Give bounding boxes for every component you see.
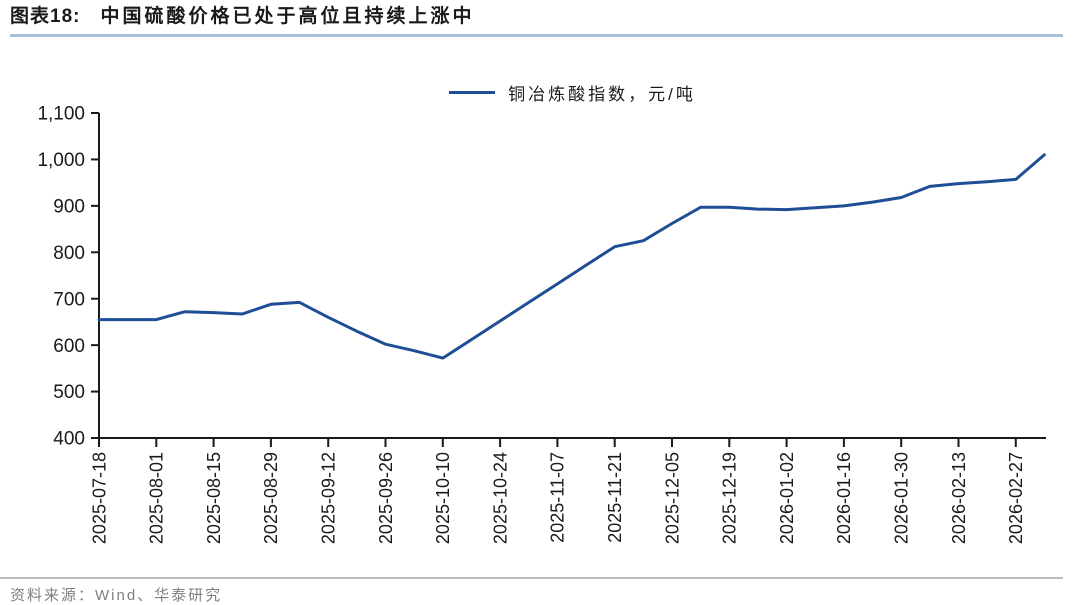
- y-tick-label: 800: [53, 243, 85, 264]
- y-tick-label: 400: [53, 429, 85, 450]
- x-tick-label: 2026-01-30: [892, 452, 912, 544]
- x-tick-label: 2025-10-24: [490, 452, 510, 544]
- y-tick-label: 1,000: [37, 150, 85, 171]
- y-tick-label: 1,100: [37, 104, 85, 125]
- x-tick-label: 2025-08-15: [204, 452, 224, 544]
- x-tick-label: 2025-12-05: [662, 452, 682, 544]
- page-title: 中国硫酸价格已处于高位且持续上涨中: [100, 6, 475, 27]
- y-tick-label: 600: [53, 336, 85, 357]
- chart-legend: 铜冶炼酸指数，元/吨: [99, 80, 1046, 104]
- x-tick-label: 2025-10-10: [433, 452, 453, 544]
- x-tick-label: 2025-12-19: [720, 452, 740, 544]
- footer-divider: [0, 577, 1063, 579]
- legend-line-swatch: [449, 90, 496, 94]
- x-tick-label: 2025-09-26: [376, 452, 396, 544]
- x-tick-label: 2026-01-02: [777, 452, 797, 544]
- x-tick-label: 2025-07-18: [89, 452, 109, 544]
- x-tick-label: 2026-02-13: [949, 452, 969, 544]
- x-tick-label: 2026-02-27: [1006, 452, 1026, 544]
- source-note: 资料来源：Wind、华泰研究: [10, 587, 223, 604]
- y-tick-label: 700: [53, 289, 85, 310]
- legend-label: 铜冶炼酸指数，元/吨: [508, 84, 696, 104]
- x-tick-label: 2025-11-07: [548, 452, 568, 543]
- y-tick-label: 500: [53, 382, 85, 403]
- series-line: [97, 153, 1046, 360]
- x-tick-label: 2025-09-12: [319, 452, 339, 544]
- figure-number: 图表18:: [10, 6, 81, 27]
- chart-header: 图表18: 中国硫酸价格已处于高位且持续上涨中: [10, 5, 1063, 37]
- x-tick-label: 2025-08-01: [147, 452, 167, 544]
- x-tick-label: 2025-11-21: [605, 452, 625, 543]
- y-tick-label: 900: [53, 197, 85, 218]
- x-tick-label: 2025-08-29: [261, 452, 281, 544]
- x-tick-label: 2026-01-16: [834, 452, 854, 544]
